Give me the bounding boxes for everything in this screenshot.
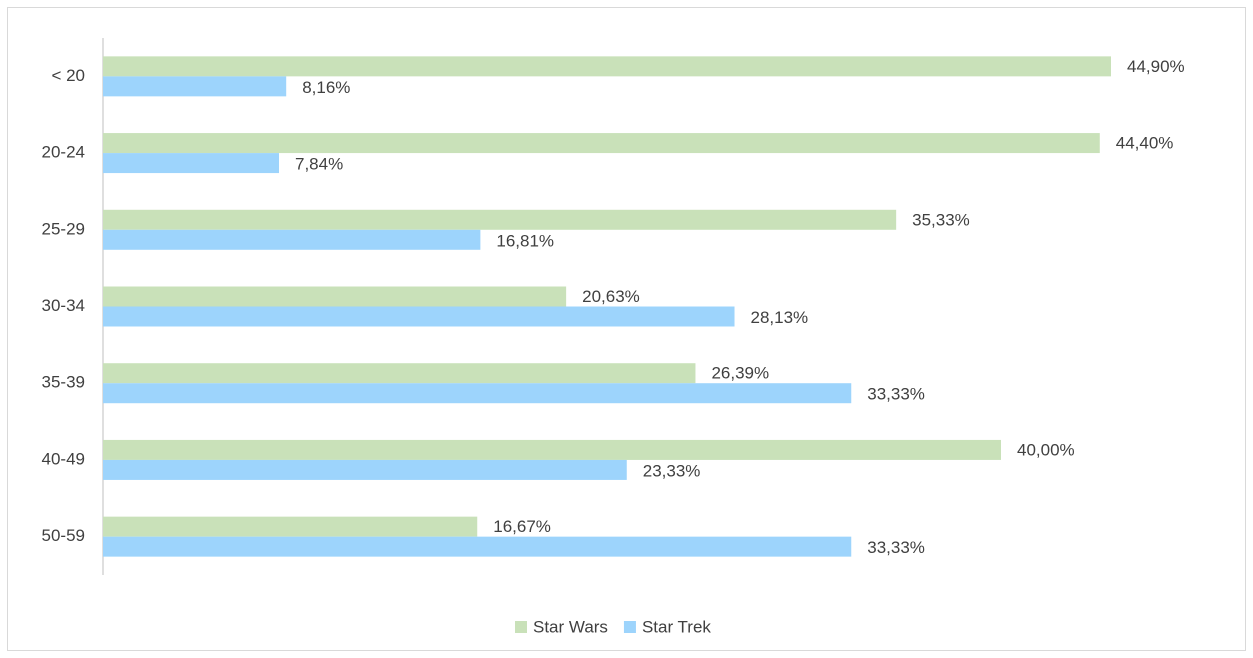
legend-label: Star Trek	[642, 617, 711, 636]
data-label: 20,63%	[582, 287, 640, 306]
bar	[103, 459, 627, 480]
bar	[103, 516, 478, 537]
bar	[103, 363, 696, 384]
bar	[103, 153, 280, 174]
bar	[103, 536, 852, 557]
data-label: 8,16%	[302, 78, 350, 97]
y-tick-label: 20-24	[42, 143, 85, 162]
y-tick-label: 25-29	[42, 219, 85, 238]
data-label: 16,67%	[493, 517, 551, 536]
data-label: 7,84%	[295, 155, 343, 174]
data-label: 16,81%	[496, 231, 554, 250]
y-tick-label: 35-39	[42, 373, 85, 392]
bar	[103, 306, 735, 327]
data-label: 33,33%	[867, 538, 925, 557]
data-label: 26,39%	[711, 364, 769, 383]
data-label: 35,33%	[912, 210, 970, 229]
bar	[103, 209, 897, 230]
y-tick-label: 50-59	[42, 526, 85, 545]
data-label: 44,40%	[1116, 134, 1174, 153]
data-label: 28,13%	[751, 308, 809, 327]
bar	[103, 229, 481, 250]
bar	[103, 56, 1111, 77]
legend-label: Star Wars	[533, 617, 608, 636]
legend-swatch	[515, 621, 527, 633]
y-tick-label: 30-34	[42, 296, 85, 315]
bar	[103, 76, 287, 97]
y-tick-label: < 20	[51, 66, 85, 85]
bar	[103, 439, 1001, 460]
legend-swatch	[623, 621, 636, 633]
y-tick-label: 40-49	[42, 449, 85, 468]
bar	[103, 133, 1100, 154]
bar	[103, 383, 852, 404]
data-label: 23,33%	[643, 461, 701, 480]
data-label: 44,90%	[1127, 57, 1185, 76]
data-label: 40,00%	[1017, 440, 1075, 459]
bar	[103, 286, 567, 307]
data-label: 33,33%	[867, 385, 925, 404]
